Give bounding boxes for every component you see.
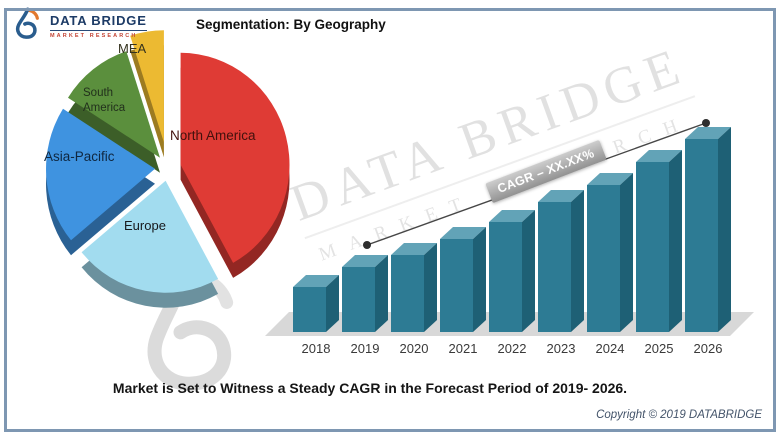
bar-year-label: 2025 <box>645 341 674 356</box>
chart-title: Segmentation: By Geography <box>196 17 386 32</box>
bar-top-face <box>538 190 584 202</box>
bar-front-face <box>342 267 375 332</box>
bar-front-face <box>293 287 326 332</box>
pie-slice <box>46 108 155 241</box>
bar-year-label: 2020 <box>400 341 429 356</box>
bar-top-face <box>342 255 388 267</box>
bar-year-label: 2018 <box>302 341 331 356</box>
trend-start-dot <box>363 241 371 249</box>
bar-year-label: 2024 <box>596 341 625 356</box>
bar-side-face <box>718 127 731 332</box>
bar-side-face <box>571 190 584 332</box>
bar-side-face <box>375 255 388 332</box>
pie-slice <box>130 30 164 143</box>
bar-front-face <box>587 185 620 332</box>
bar-side-face <box>473 227 486 332</box>
bar-top-face <box>587 173 633 185</box>
bar-front-face <box>538 202 571 332</box>
bar-front-face <box>391 255 424 332</box>
brand-name: DATA BRIDGE <box>50 13 147 31</box>
pie-slice <box>81 180 219 293</box>
footer-caption: Market is Set to Witness a Steady CAGR i… <box>112 380 628 396</box>
brand-logo-icon <box>15 7 39 39</box>
brand-logo: DATA BRIDGE MARKET RESEARCH <box>13 7 147 41</box>
bar-side-face <box>620 173 633 332</box>
pie-slice <box>68 51 160 158</box>
bar-top-face <box>489 210 535 222</box>
bar-year-label: 2019 <box>351 341 380 356</box>
bar-front-face <box>636 162 669 332</box>
bar-top-face <box>685 127 731 139</box>
bar-front-face <box>440 239 473 332</box>
bar-year-label: 2022 <box>498 341 527 356</box>
bar-top-face <box>636 150 682 162</box>
bar-front-face <box>685 139 718 332</box>
bar-top-face <box>293 275 339 287</box>
bar-side-face <box>522 210 535 332</box>
bar-top-face <box>391 243 437 255</box>
bar-year-label: 2021 <box>449 341 478 356</box>
bar-side-face <box>326 275 339 332</box>
bar-front-face <box>489 222 522 332</box>
trend-end-dot <box>702 119 710 127</box>
copyright-text: Copyright © 2019 DATABRIDGE <box>596 409 762 421</box>
brand-logo-text: DATA BRIDGE MARKET RESEARCH <box>50 13 147 39</box>
bar-side-face <box>669 150 682 332</box>
bar-top-face <box>440 227 486 239</box>
bar-side-face <box>424 243 437 332</box>
bar-year-label: 2026 <box>694 341 723 356</box>
pie-slice <box>180 52 290 263</box>
brand-tagline: MARKET RESEARCH <box>50 33 138 39</box>
bar-year-label: 2023 <box>547 341 576 356</box>
